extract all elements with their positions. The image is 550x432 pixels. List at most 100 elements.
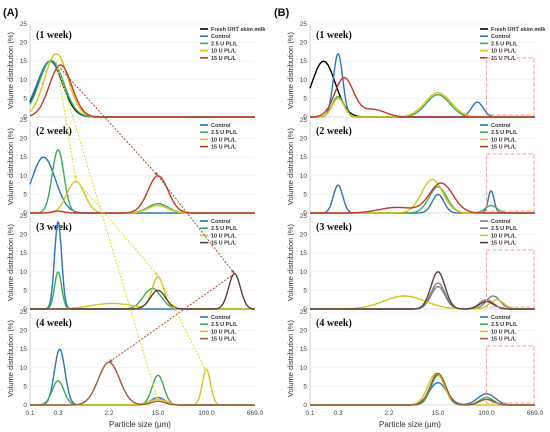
highlight-box — [485, 153, 535, 212]
legend-label: Fresh UHT skim milk — [211, 27, 266, 33]
y-tick-label: 10 — [20, 173, 28, 180]
legend-label: 2.5 U PL/L — [211, 130, 238, 136]
legend-label: 10 U PL/L — [211, 137, 237, 143]
legend-label: 10 U PL/L — [491, 137, 517, 143]
subplot-b-2: 0 5 10 15 20 25 Volume distribution (%) (2 week… — [286, 117, 535, 217]
subplot-a-4: 0 5 10 15 20 25 Volume distribution (%) 0.1 0.3 2… — [6, 309, 264, 417]
series-line-10-u-pl-l — [30, 369, 255, 406]
week-title: (3 week) — [36, 222, 72, 233]
legend-label: 15 U PL/L — [211, 56, 237, 62]
legend-label: 10 U PL/L — [211, 329, 237, 335]
y-tick-label: 20 — [300, 136, 308, 143]
y-axis-label: Volume distribution (%) — [286, 319, 295, 397]
legend-label: 10 U PL/L — [491, 329, 517, 335]
y-tick-label: 15 — [300, 154, 308, 161]
legend-label: 15 U PL/L — [211, 241, 237, 247]
legend-label: 2.5 U PL/L — [491, 322, 518, 328]
trend-arrow — [75, 179, 159, 276]
y-axis-label: Volume distribution (%) — [286, 127, 295, 205]
y-tick-label: 10 — [20, 77, 28, 84]
y-tick-label: 20 — [20, 40, 28, 47]
x-tick-label: 0.3 — [54, 410, 63, 417]
y-axis-label: Volume distribution (%) — [286, 223, 295, 301]
legend-label: 15 U PL/L — [491, 337, 517, 343]
legend-label: Fresh UHT skim milk — [491, 27, 546, 33]
y-tick-label: 25 — [20, 309, 28, 316]
legend-label: Control — [491, 219, 511, 225]
subplot-b-3: 0 5 10 15 20 25 Volume distribution (%) (3 week… — [286, 213, 535, 313]
subplot-a-3: 0 5 10 15 20 25 Volume distribution (%) (3 week… — [6, 213, 255, 313]
y-tick-label: 5 — [303, 383, 307, 390]
series-line-15-u-pl-l — [30, 361, 255, 406]
arrow-head — [230, 269, 235, 274]
series-line-fresh-uht-skim-milk — [29, 60, 255, 118]
arrow-head — [154, 171, 158, 176]
y-tick-label: 0 — [303, 402, 307, 409]
y-tick-label: 25 — [300, 213, 308, 220]
x-tick-label: 2.2 — [104, 410, 113, 417]
series-line-control — [310, 184, 535, 214]
y-tick-label: 15 — [20, 154, 28, 161]
y-tick-label: 0 — [23, 402, 27, 409]
y-tick-label: 0 — [23, 306, 27, 313]
y-tick-label: 15 — [20, 58, 28, 65]
legend-label: 15 U PL/L — [211, 145, 237, 151]
plot-area: 0 5 10 15 20 25 Volume distribution (%) (1 week… — [6, 21, 546, 417]
y-tick-label: 20 — [20, 136, 28, 143]
x-tick-label: 2.2 — [384, 410, 393, 417]
trend-arrow — [157, 275, 207, 372]
legend-label: Control — [491, 315, 511, 321]
series-line-control — [30, 348, 255, 406]
highlight-box — [485, 57, 535, 116]
x-tick-label: 669.0 — [527, 410, 544, 417]
panel-label-a: (A) — [3, 7, 19, 19]
y-tick-label: 0 — [303, 210, 307, 217]
subplot-b-4: 0 5 10 15 20 25 Volume distribution (%) 0.1 0.3 2… — [286, 309, 544, 417]
x-tick-label: 100.0 — [198, 410, 215, 417]
series-line-15-u-pl-l — [30, 175, 255, 214]
trend-arrow — [55, 61, 159, 402]
trend-arrow — [108, 273, 235, 363]
arrow-head — [73, 175, 77, 180]
y-tick-label: 25 — [20, 117, 28, 124]
highlight-box — [485, 249, 535, 308]
y-tick-label: 5 — [303, 191, 307, 198]
legend-label: 2.5 U PL/L — [491, 41, 518, 47]
series-line-control — [29, 60, 255, 118]
legend-label: Control — [211, 123, 231, 129]
week-title: (4 week) — [316, 318, 352, 329]
x-tick-label: 0.1 — [305, 410, 314, 417]
y-tick-label: 15 — [20, 346, 28, 353]
y-tick-label: 15 — [300, 250, 308, 257]
y-axis-label: Volume distribution (%) — [6, 31, 15, 109]
x-tick-label: 15.0 — [432, 410, 445, 417]
legend-label: 15 U PL/L — [491, 241, 517, 247]
legend-label: 2.5 U PL/L — [491, 130, 518, 136]
y-tick-label: 10 — [300, 269, 308, 276]
y-tick-label: 5 — [23, 191, 27, 198]
legend-label: 10 U PL/L — [211, 233, 237, 239]
y-tick-label: 10 — [20, 269, 28, 276]
legend-label: Control — [491, 123, 511, 129]
legend-label: Control — [211, 219, 231, 225]
week-title: (2 week) — [36, 126, 72, 137]
highlight-box — [485, 345, 535, 404]
panel-label-b: (B) — [274, 7, 290, 19]
legend-label: 2.5 U PL/L — [211, 322, 238, 328]
y-tick-label: 15 — [300, 58, 308, 65]
y-tick-label: 10 — [300, 365, 308, 372]
x-tick-label: 0.1 — [25, 410, 34, 417]
y-tick-label: 0 — [303, 306, 307, 313]
arrow-head — [203, 367, 207, 372]
legend-label: Control — [491, 34, 511, 40]
x-tick-label: 669.0 — [247, 410, 264, 417]
y-tick-label: 20 — [300, 40, 308, 47]
trend-arrow — [60, 68, 159, 177]
y-axis-label: Volume distribution (%) — [6, 223, 15, 301]
y-tick-label: 25 — [300, 117, 308, 124]
y-tick-label: 10 — [20, 365, 28, 372]
legend-label: Control — [211, 34, 231, 40]
y-tick-label: 20 — [20, 232, 28, 239]
legend-label: 15 U PL/L — [491, 145, 517, 151]
